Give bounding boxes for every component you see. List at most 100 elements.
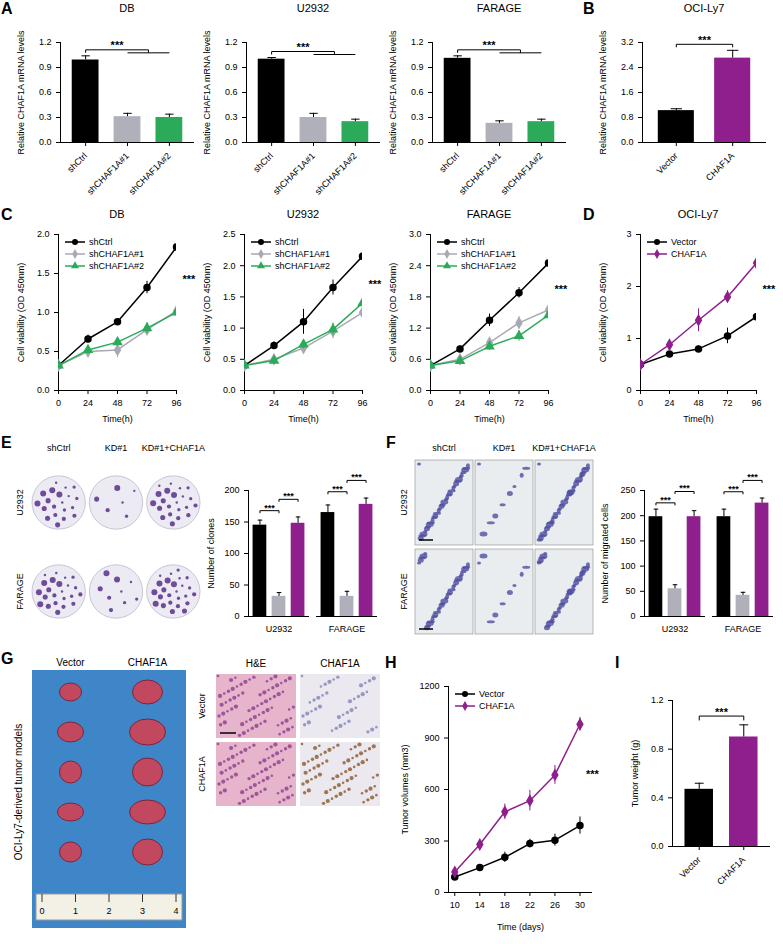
svg-text:0.0: 0.0 <box>223 385 236 395</box>
svg-text:48: 48 <box>484 398 494 408</box>
svg-text:Vector: Vector <box>56 657 85 668</box>
svg-text:1.2: 1.2 <box>651 695 664 705</box>
svg-text:***: *** <box>586 768 600 780</box>
svg-text:22: 22 <box>525 900 535 910</box>
svg-text:14: 14 <box>475 900 485 910</box>
svg-text:0.3: 0.3 <box>39 112 52 122</box>
svg-text:0.5: 0.5 <box>37 346 50 356</box>
svg-text:96: 96 <box>171 398 181 408</box>
svg-text:Time(h): Time(h) <box>102 414 133 424</box>
svg-text:FARAGE: FARAGE <box>399 573 409 610</box>
svg-text:1.8: 1.8 <box>409 292 422 302</box>
svg-text:0: 0 <box>428 398 433 408</box>
svg-text:shCtrl: shCtrl <box>437 151 461 175</box>
svg-text:shCtrl: shCtrl <box>251 151 275 175</box>
svg-text:KD#1: KD#1 <box>105 443 128 453</box>
svg-text:96: 96 <box>751 398 761 408</box>
svg-text:100: 100 <box>224 548 239 558</box>
svg-text:***: *** <box>283 491 294 501</box>
svg-text:U2932: U2932 <box>15 489 25 516</box>
svg-text:0.9: 0.9 <box>411 62 424 72</box>
svg-text:0.9: 0.9 <box>39 62 52 72</box>
svg-text:shCtrl: shCtrl <box>65 151 89 175</box>
svg-text:shCHAF1A#1: shCHAF1A#1 <box>85 151 131 197</box>
svg-text:10: 10 <box>450 900 460 910</box>
svg-text:1.2: 1.2 <box>409 323 422 333</box>
svg-text:KD#1+CHAF1A: KD#1+CHAF1A <box>532 443 595 453</box>
svg-text:0: 0 <box>434 887 439 897</box>
svg-text:U2932: U2932 <box>266 624 293 634</box>
svg-text:24: 24 <box>664 398 674 408</box>
svg-text:2: 2 <box>106 906 111 916</box>
svg-text:0: 0 <box>242 398 247 408</box>
svg-text:3: 3 <box>626 229 631 239</box>
svg-text:Cell viability (OD 450nm): Cell viability (OD 450nm) <box>16 263 26 363</box>
svg-text:900: 900 <box>424 733 439 743</box>
svg-text:2.4: 2.4 <box>409 261 422 271</box>
svg-text:U2932: U2932 <box>662 624 689 634</box>
svg-text:0.0: 0.0 <box>225 137 238 147</box>
svg-text:Vector: Vector <box>678 855 703 880</box>
svg-text:1: 1 <box>73 906 78 916</box>
svg-text:1: 1 <box>626 333 631 343</box>
svg-text:72: 72 <box>328 398 338 408</box>
svg-text:0.0: 0.0 <box>37 385 50 395</box>
svg-text:0.0: 0.0 <box>411 137 424 147</box>
svg-text:1.0: 1.0 <box>37 307 50 317</box>
svg-text:1.2: 1.2 <box>411 37 424 47</box>
svg-text:Relative CHAF1A mRNA levels: Relative CHAF1A mRNA levels <box>598 30 608 155</box>
svg-text:2.0: 2.0 <box>223 261 236 271</box>
svg-text:1.5: 1.5 <box>37 268 50 278</box>
svg-text:Cell viability (OD 450nm): Cell viability (OD 450nm) <box>388 263 398 363</box>
svg-text:0.9: 0.9 <box>225 62 238 72</box>
svg-text:***: *** <box>715 706 729 718</box>
svg-text:0.0: 0.0 <box>651 841 664 851</box>
svg-text:FARAGE: FARAGE <box>15 573 25 610</box>
svg-text:2.0: 2.0 <box>37 229 50 239</box>
svg-text:96: 96 <box>357 398 367 408</box>
svg-text:24: 24 <box>269 398 279 408</box>
svg-text:***: *** <box>332 484 343 494</box>
svg-text:0: 0 <box>638 398 643 408</box>
svg-text:3.2: 3.2 <box>621 37 634 47</box>
svg-text:0.6: 0.6 <box>225 87 238 97</box>
svg-text:KD#1+CHAF1A: KD#1+CHAF1A <box>142 443 205 453</box>
svg-text:shCHAF1A#2: shCHAF1A#2 <box>313 151 359 197</box>
svg-text:***: *** <box>264 503 275 513</box>
svg-text:Time(h): Time(h) <box>474 414 505 424</box>
svg-text:Relative CHAF1A mRNA levels: Relative CHAF1A mRNA levels <box>388 30 398 155</box>
svg-text:***: *** <box>111 39 125 51</box>
svg-text:0: 0 <box>234 611 239 621</box>
svg-text:0.6: 0.6 <box>39 87 52 97</box>
svg-text:0.3: 0.3 <box>225 112 238 122</box>
svg-text:shCtrl: shCtrl <box>432 443 456 453</box>
svg-text:48: 48 <box>693 398 703 408</box>
svg-text:Tumor volumes (mm3): Tumor volumes (mm3) <box>400 744 410 834</box>
svg-text:0.5: 0.5 <box>223 354 236 364</box>
svg-text:Time (days): Time (days) <box>497 922 544 932</box>
svg-text:OCI-Ly7-derived tumor models: OCI-Ly7-derived tumor models <box>13 724 24 860</box>
svg-text:FARAGE: FARAGE <box>725 624 762 634</box>
svg-text:72: 72 <box>142 398 152 408</box>
svg-text:***: *** <box>297 41 311 53</box>
svg-text:1.0: 1.0 <box>223 323 236 333</box>
svg-text:CHAF1A: CHAF1A <box>715 855 747 887</box>
svg-text:0: 0 <box>56 398 61 408</box>
svg-text:Time(h): Time(h) <box>288 414 319 424</box>
svg-text:***: *** <box>747 472 758 482</box>
svg-text:***: *** <box>351 472 362 482</box>
svg-text:Relative CHAF1A mRNA levels: Relative CHAF1A mRNA levels <box>16 30 26 155</box>
svg-text:72: 72 <box>514 398 524 408</box>
svg-text:4: 4 <box>173 906 178 916</box>
svg-text:72: 72 <box>722 398 732 408</box>
svg-text:CHAF1A: CHAF1A <box>128 657 168 668</box>
svg-text:100: 100 <box>620 561 635 571</box>
svg-text:0.0: 0.0 <box>39 137 52 147</box>
svg-text:18: 18 <box>500 900 510 910</box>
svg-text:0.4: 0.4 <box>651 793 664 803</box>
svg-text:Time(h): Time(h) <box>683 414 714 424</box>
svg-text:26: 26 <box>550 900 560 910</box>
svg-text:48: 48 <box>112 398 122 408</box>
svg-text:***: *** <box>369 278 383 290</box>
svg-text:24: 24 <box>455 398 465 408</box>
